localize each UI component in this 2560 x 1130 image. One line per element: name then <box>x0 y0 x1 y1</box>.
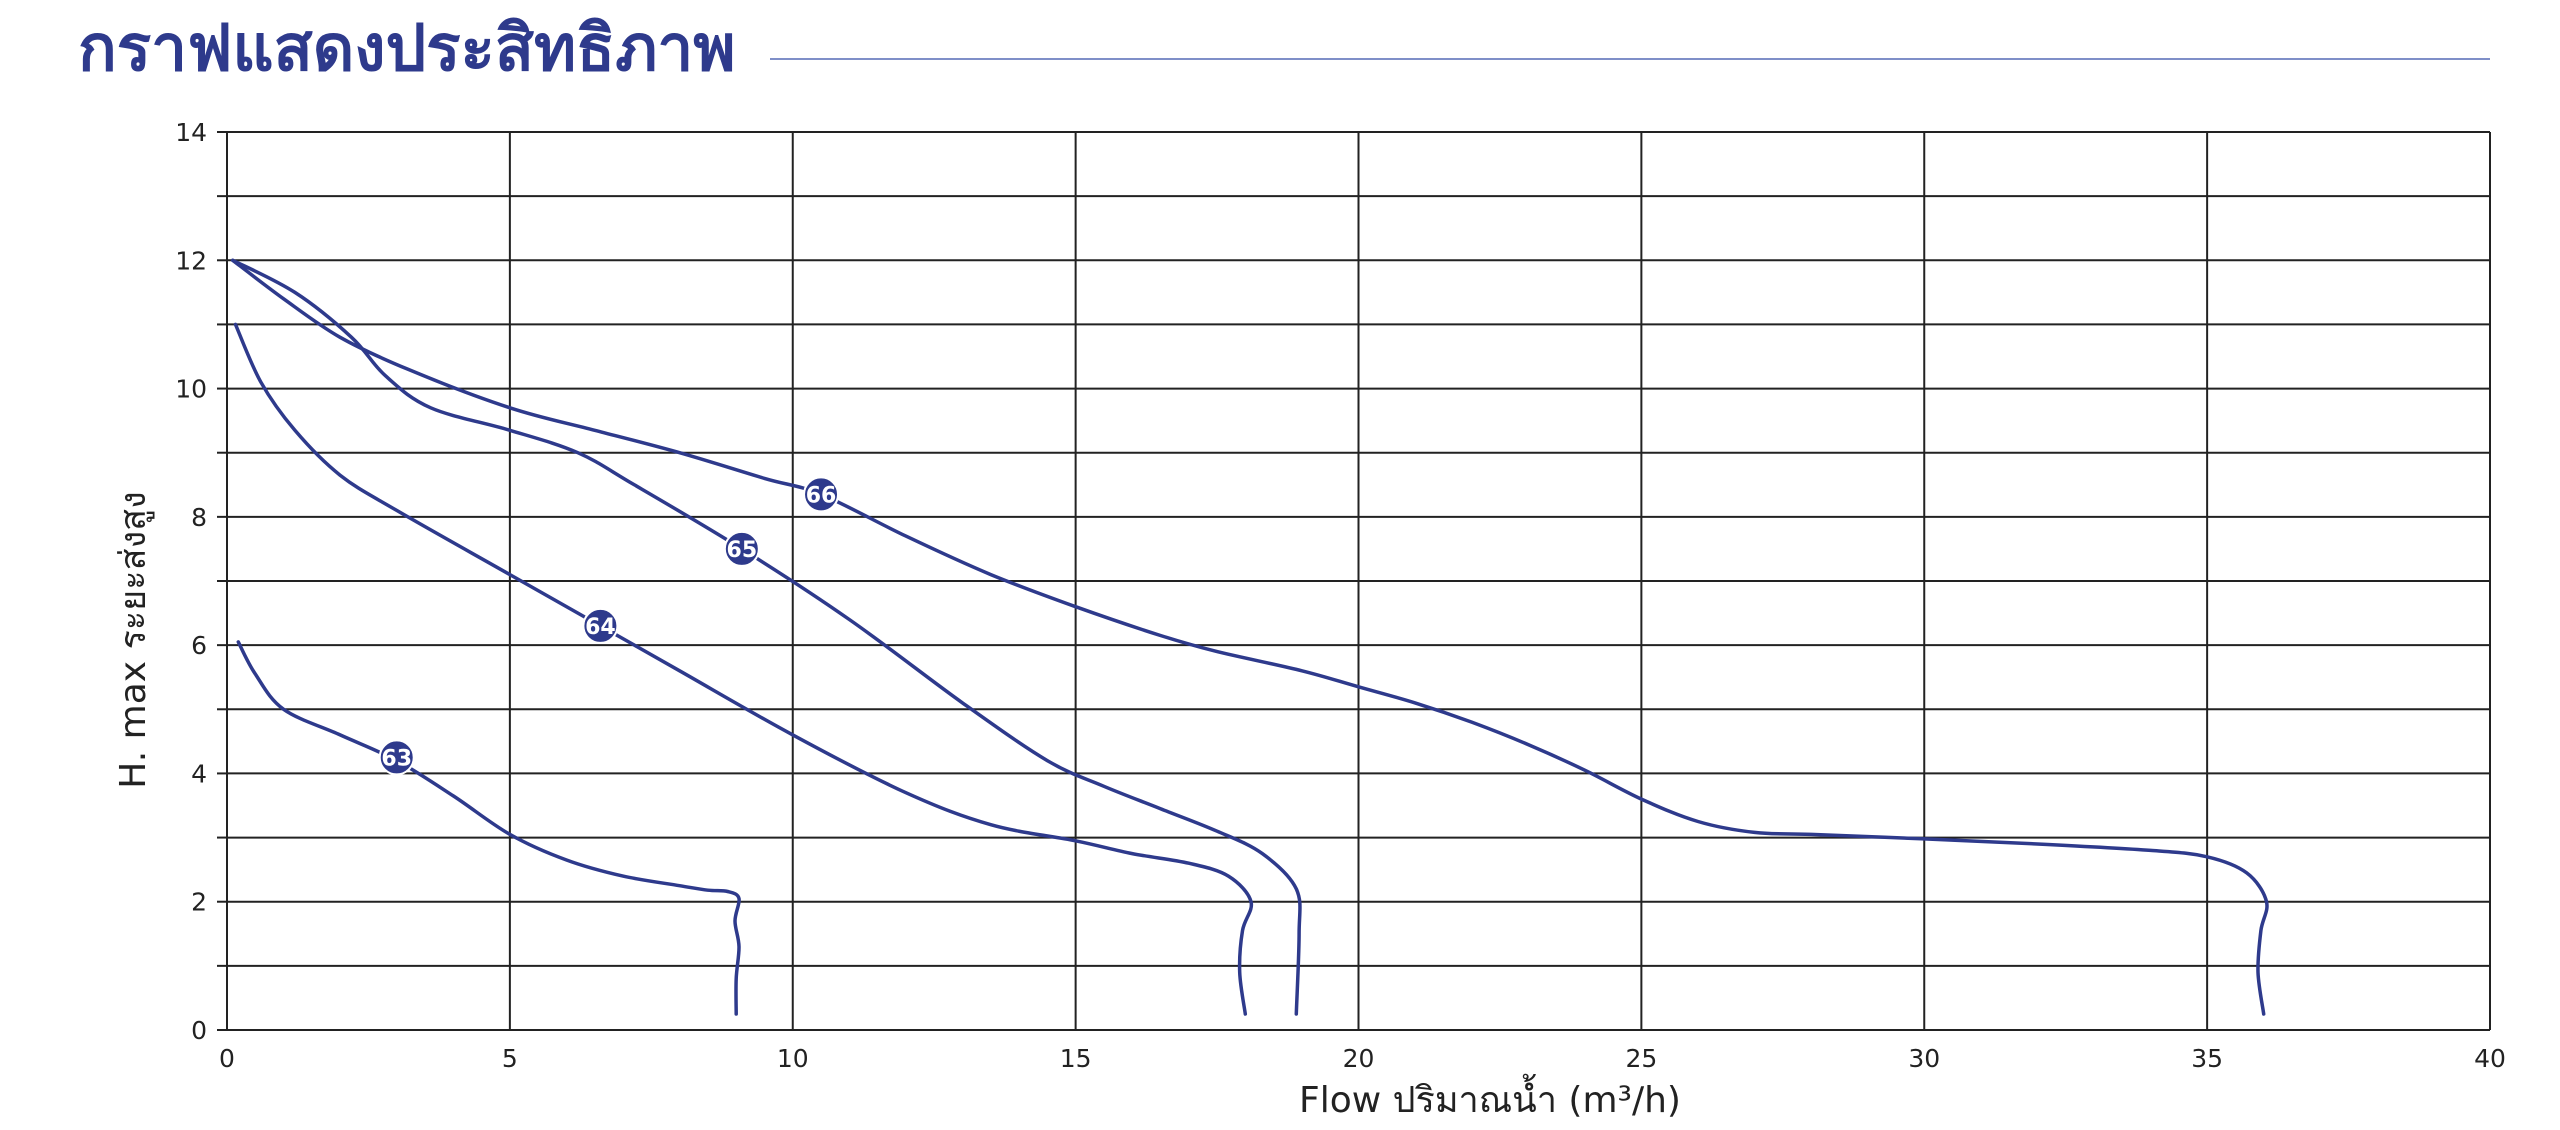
chart-grid <box>217 131 2491 1031</box>
y-tick-label: 10 <box>175 375 207 404</box>
y-tick-label: 14 <box>175 118 207 147</box>
x-tick-label: 35 <box>2191 1044 2223 1073</box>
series-badge-64 <box>582 607 619 644</box>
series-label-66: 66 <box>806 483 837 508</box>
chart-curves <box>230 258 2269 1016</box>
page-title: กราฟแสดงประสิทธิภาพ <box>78 12 736 86</box>
x-tick-label: 10 <box>777 1044 809 1073</box>
chart-tick-labels: 0 5 10 15 20 25 30 35 40 0 2 4 6 8 10 12 14 <box>175 118 2506 1073</box>
title-divider-line <box>770 58 2490 60</box>
y-tick-label: 12 <box>175 246 207 275</box>
x-tick-label: 0 <box>219 1044 235 1073</box>
series-line-65 <box>230 258 1302 1016</box>
y-axis-label: H. max ระยะส่งสูง <box>113 491 155 788</box>
series-line-66 <box>230 258 2269 1016</box>
x-tick-label: 5 <box>502 1044 518 1073</box>
x-tick-label: 30 <box>1908 1044 1940 1073</box>
series-badge-66 <box>803 476 840 513</box>
x-tick-label: 40 <box>2474 1044 2506 1073</box>
y-tick-label: 2 <box>191 888 207 917</box>
y-tick-label: 4 <box>191 759 207 788</box>
x-tick-label: 20 <box>1343 1044 1375 1073</box>
y-tick-label: 8 <box>191 503 207 532</box>
series-badge-63 <box>378 739 415 776</box>
series-label-65: 65 <box>727 538 758 563</box>
x-tick-label: 25 <box>1625 1044 1657 1073</box>
y-tick-label: 0 <box>191 1016 207 1045</box>
series-line-64 <box>233 322 1254 1016</box>
y-tick-label: 6 <box>191 631 207 660</box>
series-label-64: 64 <box>585 615 616 640</box>
series-badge-65 <box>723 530 760 567</box>
x-tick-label: 15 <box>1060 1044 1092 1073</box>
series-label-63: 63 <box>381 746 412 771</box>
series-line-63 <box>236 640 741 1016</box>
chart-curve-labels: 63 64 65 66 <box>378 476 840 776</box>
x-axis-label: Flow ปริมาณน้ำ (m³/h) <box>1299 1073 1681 1121</box>
